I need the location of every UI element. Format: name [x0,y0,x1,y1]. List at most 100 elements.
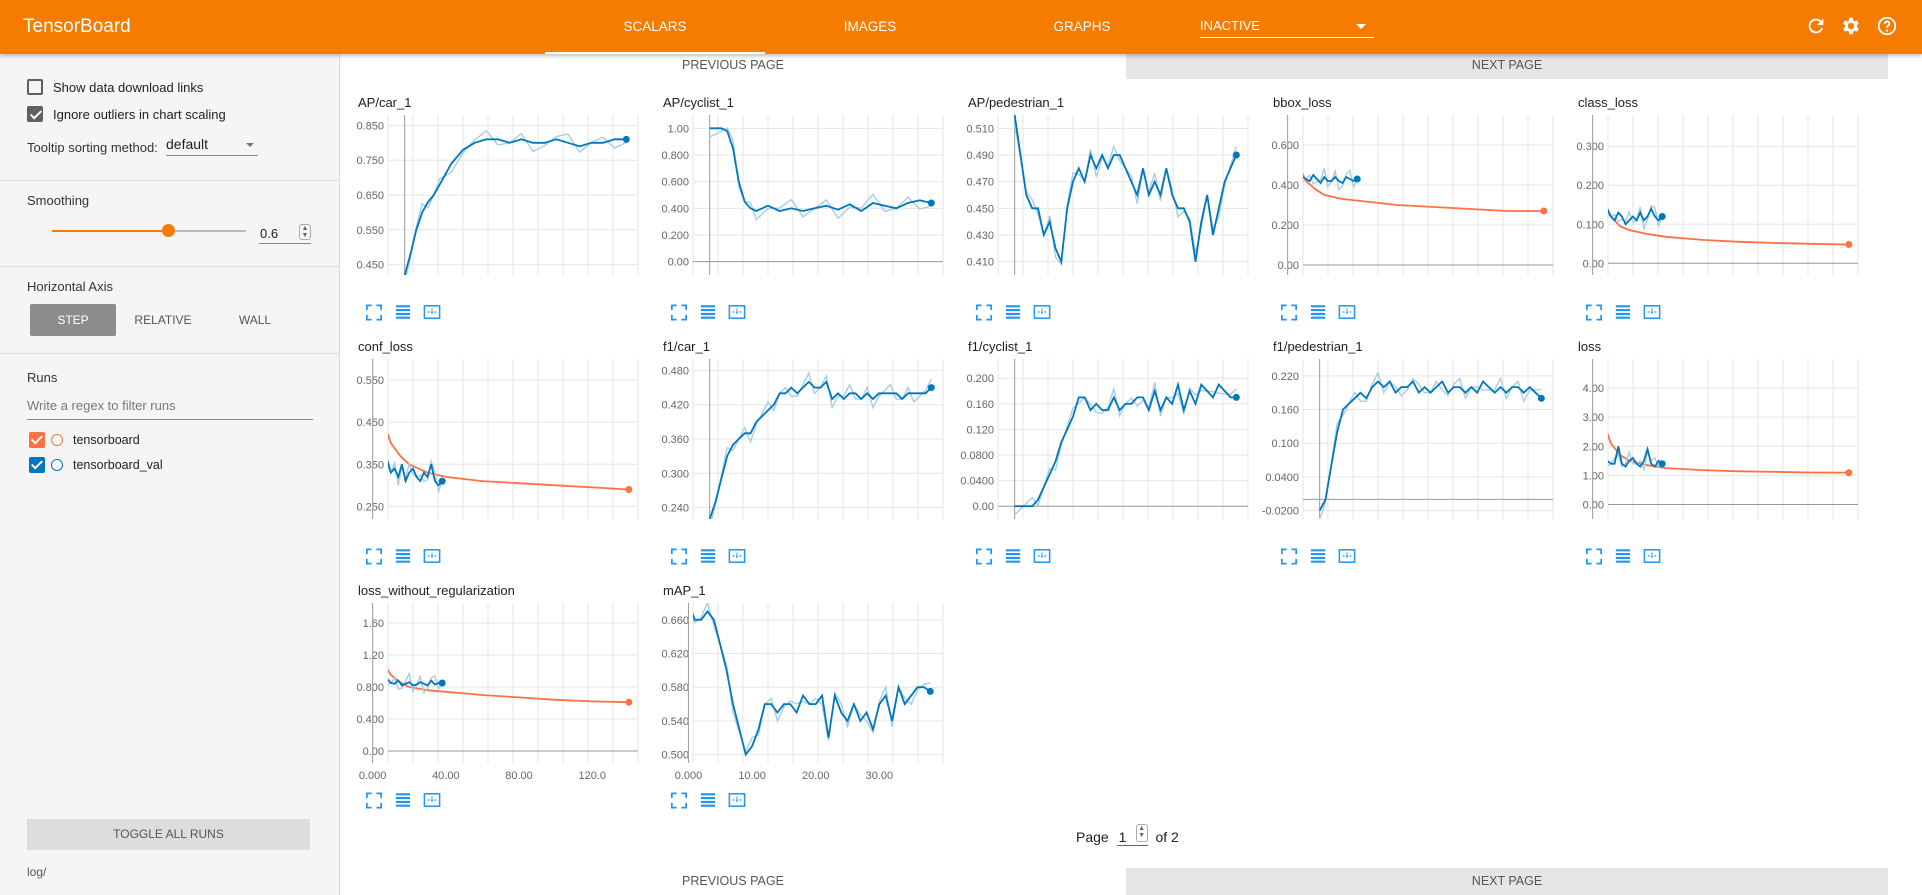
chart-plot[interactable]: 0.220 0.160 0.100 0.0400 -0.0200 [1255,359,1555,539]
y-tick-label: 0.490 [966,150,994,162]
fullscreen-icon[interactable] [974,546,994,566]
smoothing-slider-fill [52,230,169,232]
series-endpoint-tensorboard [1845,469,1853,477]
run-checkbox[interactable] [29,432,45,448]
axis-wall-button[interactable]: WALL [238,313,272,327]
x-tick-label: 120.0 [578,770,606,782]
show-download-links-checkbox[interactable]: Show data download links [27,78,203,96]
fullscreen-icon[interactable] [364,790,384,810]
y-tick-label: 0.450 [966,203,994,215]
fullscreen-icon[interactable] [1279,546,1299,566]
fullscreen-icon[interactable] [669,546,689,566]
fit-domain-icon[interactable] [1337,302,1357,322]
fit-domain-icon[interactable] [727,546,747,566]
axis-relative-button[interactable]: RELATIVE [134,313,192,327]
fit-domain-icon[interactable] [1642,302,1662,322]
y-tick-label: 0.200 [1271,220,1299,232]
spinner-icon[interactable]: ▲ ▼ [299,224,311,240]
fit-domain-icon[interactable] [1032,546,1052,566]
refresh-icon[interactable] [1805,15,1827,37]
fit-domain-icon[interactable] [422,546,442,566]
data-table-icon[interactable] [1308,302,1328,322]
chart-plot[interactable]: 0.550 0.450 0.350 0.250 [340,359,640,539]
tab-graphs[interactable]: GRAPHS [1053,19,1111,34]
fullscreen-icon[interactable] [364,546,384,566]
chart-card: class_loss 0.300 0.200 0.100 0.00 [1560,95,1860,337]
smoothing-input[interactable]: 0.6 ▲ ▼ [259,224,311,244]
tab-scalars[interactable]: SCALARS [623,19,687,34]
data-table-icon[interactable] [1308,546,1328,566]
fullscreen-icon[interactable] [1279,302,1299,322]
fit-domain-icon[interactable] [422,790,442,810]
x-tick-label: 40.00 [432,770,460,782]
fullscreen-icon[interactable] [669,302,689,322]
smoothing-slider[interactable] [52,224,246,237]
next-page-button-bottom[interactable]: NEXT PAGE [1126,868,1888,895]
fit-domain-icon[interactable] [727,790,747,810]
settings-icon[interactable] [1840,15,1862,37]
data-table-icon[interactable] [393,790,413,810]
data-table-icon[interactable] [698,546,718,566]
data-table-icon[interactable] [698,302,718,322]
run-filter-placeholder: Write a regex to filter runs [27,398,176,413]
runs-title: Runs [27,370,58,385]
chart-plot[interactable]: 0.660 0.620 0.580 0.540 0.500 0.000 10.00 20.00… [645,603,945,783]
previous-page-button-bottom[interactable]: PREVIOUS PAGE [682,874,784,888]
y-tick-label: 4.00 [1583,383,1604,395]
series-raw-line [1608,204,1663,232]
run-checkbox[interactable] [29,457,45,473]
checkbox-unchecked[interactable] [27,79,43,95]
chart-plot[interactable]: 4.00 3.00 2.00 1.00 0.00 [1560,359,1860,539]
run-item-tensorboard[interactable]: tensorboard [29,431,140,449]
data-table-icon[interactable] [1003,546,1023,566]
chart-plot[interactable]: 0.850 0.750 0.650 0.550 0.450 [340,115,640,295]
checkbox-checked[interactable] [27,106,43,122]
chart-card: AP/cyclist_1 1.00 0.800 0.600 0.400 0.200 0.00 [645,95,945,337]
data-table-icon[interactable] [1613,302,1633,322]
data-table-icon[interactable] [1003,302,1023,322]
fullscreen-icon[interactable] [974,302,994,322]
fit-domain-icon[interactable] [1032,302,1052,322]
run-filter-input[interactable]: Write a regex to filter runs [27,398,313,420]
fit-domain-icon[interactable] [422,302,442,322]
fit-domain-icon[interactable] [1337,546,1357,566]
data-table-icon[interactable] [393,302,413,322]
fullscreen-icon[interactable] [1584,302,1604,322]
y-tick-label: 1.20 [363,650,384,662]
fit-domain-icon[interactable] [1642,546,1662,566]
run-item-tensorboard-val[interactable]: tensorboard_val [29,456,163,474]
y-tick-label: 0.450 [356,417,384,429]
chart-plot[interactable]: 0.510 0.490 0.470 0.450 0.430 0.410 [950,115,1250,295]
chart-title: AP/pedestrian_1 [968,95,1065,110]
fit-domain-icon[interactable] [727,302,747,322]
fullscreen-icon[interactable] [669,790,689,810]
run-color-swatch[interactable] [51,434,63,446]
chart-plot[interactable]: 0.300 0.200 0.100 0.00 [1560,115,1860,295]
chart-plot[interactable]: 0.480 0.420 0.360 0.300 0.240 [645,359,945,539]
page-number-input[interactable]: 1 ▲ ▼ [1116,824,1148,846]
help-icon[interactable] [1876,15,1898,37]
spinner-icon[interactable]: ▲ ▼ [1135,824,1148,842]
chart-plot[interactable]: 1.00 0.800 0.600 0.400 0.200 0.00 [645,115,945,295]
page-control: Page 1 ▲ ▼ of 2 [1076,824,1179,846]
fullscreen-icon[interactable] [364,302,384,322]
fullscreen-icon[interactable] [1584,546,1604,566]
tab-images[interactable]: IMAGES [843,19,897,34]
data-table-icon[interactable] [393,546,413,566]
chart-plot[interactable]: 1.60 1.20 0.800 0.400 0.00 0.000 40.00 80.00 120… [340,603,640,783]
ignore-outliers-checkbox[interactable]: Ignore outliers in chart scaling [27,105,226,123]
run-color-swatch[interactable] [51,459,63,471]
chart-plot[interactable]: 0.200 0.160 0.120 0.0800 0.0400 0.00 [950,359,1250,539]
axis-step-button[interactable]: STEP [30,304,116,336]
previous-page-button-top[interactable]: PREVIOUS PAGE [682,58,784,72]
data-table-icon[interactable] [1613,546,1633,566]
toggle-all-runs-button[interactable]: TOGGLE ALL RUNS [27,819,310,850]
chevron-down-icon [246,143,254,147]
next-page-button-top[interactable]: NEXT PAGE [1126,52,1888,79]
chart-plot[interactable]: 0.600 0.400 0.200 0.00 [1255,115,1555,295]
smoothing-slider-knob[interactable] [162,224,176,237]
data-table-icon[interactable] [698,790,718,810]
smoothing-title: Smoothing [27,193,90,208]
inactive-dropdown[interactable]: INACTIVE [1200,18,1374,38]
tooltip-sort-select[interactable]: default [166,136,258,156]
